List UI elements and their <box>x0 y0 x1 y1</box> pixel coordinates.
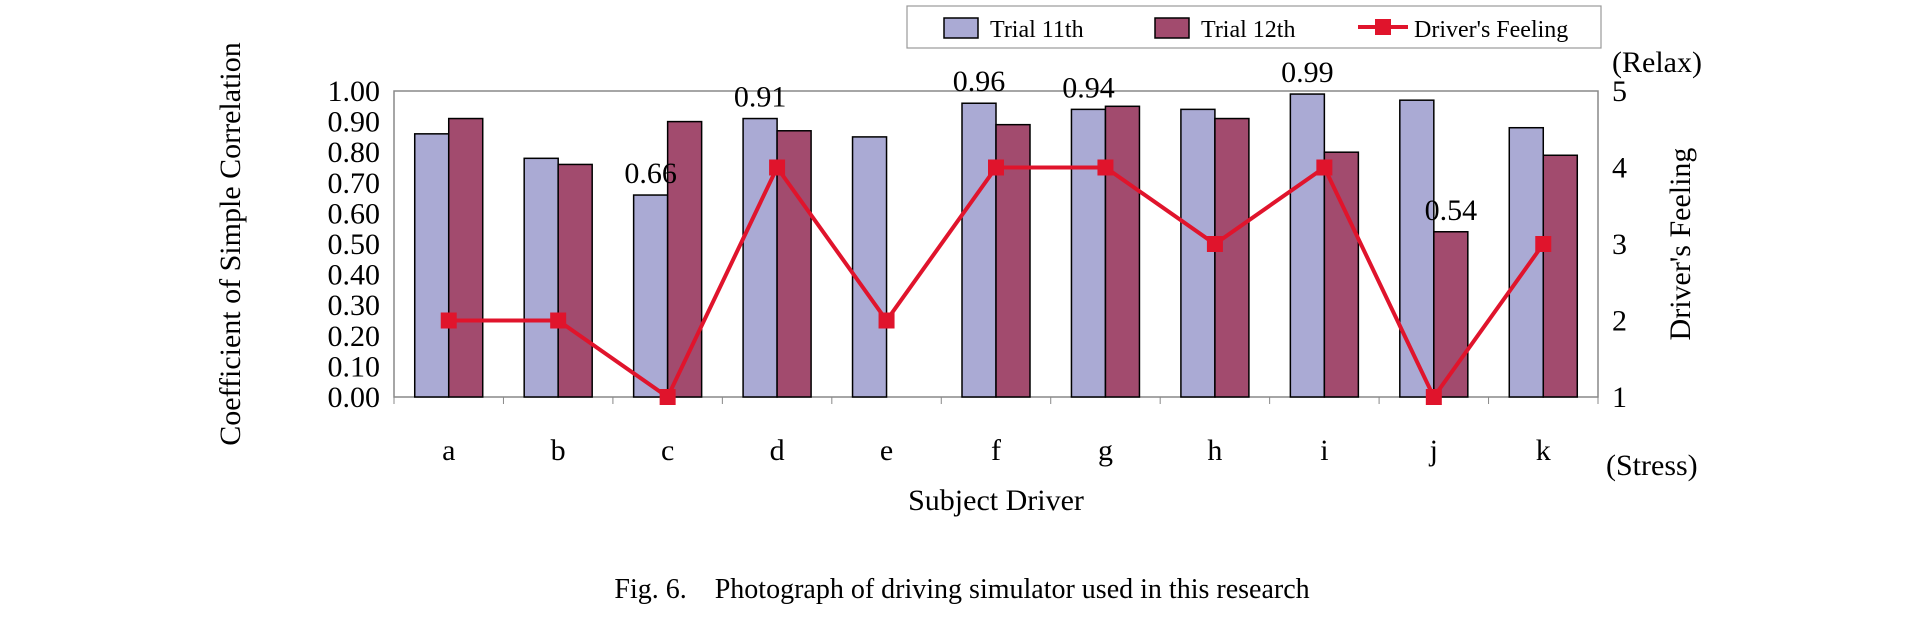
data-label: 0.66 <box>624 157 677 190</box>
data-label: 0.99 <box>1281 56 1334 89</box>
caption-text: Photograph of driving simulator used in … <box>714 574 1310 605</box>
bar-trial-12 <box>447 117 484 398</box>
y2-tick-label: 5 <box>1612 75 1627 108</box>
bar-trial-11 <box>851 136 888 398</box>
bar-trial-12 <box>666 120 703 398</box>
y-tick-label: 0.60 <box>328 197 381 230</box>
y-tick-label: 1.00 <box>328 75 381 108</box>
legend: Trial 11th Trial 12th Driver's Feeling <box>906 5 1602 49</box>
x-tick-label: j <box>1429 434 1438 467</box>
x-tick-label: f <box>991 434 1001 467</box>
figure-caption: Fig. 6. Photograph of driving simulator … <box>0 574 1924 606</box>
bar-trial-12 <box>557 163 593 398</box>
y2-bottom-note: (Stress) <box>1606 449 1698 482</box>
data-label: 0.91 <box>734 81 787 114</box>
feeling-marker <box>1206 236 1223 252</box>
data-label: 0.96 <box>953 65 1006 98</box>
y-tick-label: 0.80 <box>328 136 381 169</box>
bar-trial-12 <box>1104 105 1141 398</box>
y-tick-label: 0.30 <box>328 289 381 322</box>
bar-trial-12 <box>1214 117 1250 398</box>
plot-area <box>393 90 1599 405</box>
y-tick-label: 0.50 <box>328 228 381 261</box>
x-tick-label: k <box>1536 434 1551 467</box>
x-tick-label: c <box>661 434 674 467</box>
legend-label: Trial 11th <box>990 17 1084 43</box>
y-tick-label: 0.00 <box>328 381 381 414</box>
bar-trial-11 <box>1508 126 1545 398</box>
y2-top-note: (Relax) <box>1612 46 1702 79</box>
y2-tick-label: 4 <box>1612 152 1627 185</box>
x-axis-title: Subject Driver <box>908 484 1084 517</box>
feeling-marker <box>1535 236 1552 252</box>
bar-trial-11 <box>1289 93 1326 398</box>
bar-trial-11 <box>961 102 997 398</box>
y2-axis-title: Driver's Feeling <box>1664 148 1697 341</box>
x-tick-label: d <box>770 434 785 467</box>
legend-swatch <box>943 17 979 39</box>
bar-trial-11 <box>523 157 559 398</box>
legend-box <box>906 5 1602 49</box>
x-tick-label: h <box>1207 434 1222 467</box>
bar-trial-12 <box>1542 154 1579 398</box>
x-tick-label: g <box>1098 434 1113 467</box>
feeling-marker <box>1425 389 1442 405</box>
data-label: 0.54 <box>1425 194 1478 227</box>
y-axis-title: Coefficient of Simple Correlation <box>214 42 247 446</box>
bar-trial-12 <box>1433 231 1469 398</box>
y2-tick-label: 2 <box>1612 305 1627 338</box>
x-tick-label: a <box>442 434 455 467</box>
y2-tick-label: 3 <box>1612 228 1627 261</box>
y2-tick-label: 1 <box>1612 381 1627 414</box>
data-label: 0.94 <box>1062 71 1115 104</box>
y-tick-label: 0.70 <box>328 167 381 200</box>
feeling-marker <box>988 159 1004 176</box>
feeling-marker <box>769 159 786 176</box>
feeling-marker <box>550 312 567 329</box>
bar-trial-11 <box>1180 108 1216 398</box>
feeling-marker <box>1316 159 1333 176</box>
annotations: 0.66 0.91 0.96 0.94 0.99 0.54 <box>624 56 1477 227</box>
legend-swatch <box>1154 17 1190 39</box>
y-tick-label: 0.40 <box>328 259 381 292</box>
feeling-marker <box>878 312 895 329</box>
bar-trial-11 <box>413 133 450 398</box>
bar-trial-11 <box>1399 99 1435 398</box>
x-tick-label: i <box>1320 434 1328 467</box>
x-tick-label: b <box>551 434 566 467</box>
caption-label: Fig. 6. <box>614 574 687 605</box>
feeling-marker <box>659 389 676 405</box>
bar-trial-11 <box>1070 108 1107 398</box>
legend-marker <box>1375 19 1391 35</box>
feeling-marker <box>1097 159 1114 176</box>
bar-trial-12 <box>1323 151 1360 398</box>
y-tick-label: 0.90 <box>328 106 381 139</box>
y-tick-label: 0.20 <box>328 320 381 353</box>
y-tick-label: 0.10 <box>328 350 381 383</box>
bar-trial-12 <box>776 130 812 398</box>
x-tick-label: e <box>880 434 893 467</box>
legend-label: Driver's Feeling <box>1414 17 1568 43</box>
bar-trial-11 <box>632 194 669 398</box>
axes: 0.000.100.200.300.400.500.600.700.800.90… <box>214 42 1702 517</box>
legend-label: Trial 12th <box>1201 17 1295 43</box>
feeling-marker <box>440 312 457 329</box>
